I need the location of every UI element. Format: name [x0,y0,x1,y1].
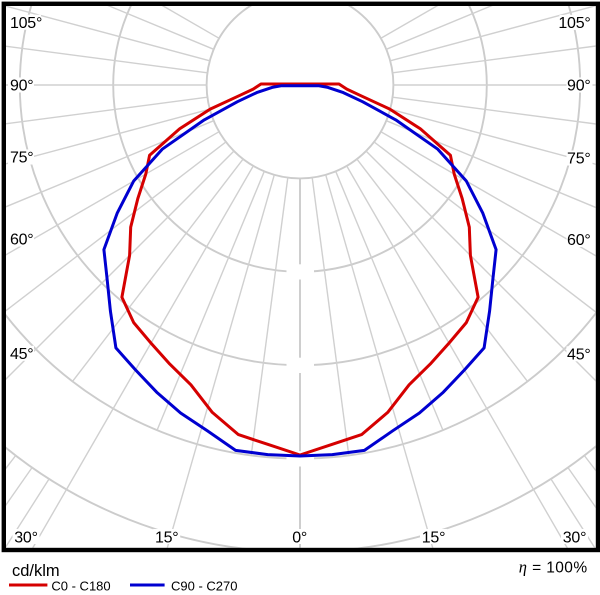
svg-text:105°: 105° [558,15,590,32]
svg-text:60°: 60° [10,232,33,249]
svg-text:105°: 105° [10,15,42,32]
svg-text:30°: 30° [14,530,37,547]
svg-text:60°: 60° [567,232,590,249]
svg-text:45°: 45° [567,347,590,364]
svg-text:30°: 30° [563,530,586,547]
svg-text:C0 - C180: C0 - C180 [51,579,110,594]
svg-text:15°: 15° [422,530,445,547]
svg-text:90°: 90° [10,78,33,95]
svg-text:75°: 75° [567,151,590,168]
svg-text:C90 - C270: C90 - C270 [171,579,237,594]
svg-text:45°: 45° [10,346,33,363]
svg-text:η = 100%: η = 100% [519,557,588,576]
svg-text:75°: 75° [10,150,33,167]
svg-text:15°: 15° [155,530,178,547]
svg-text:cd/klm: cd/klm [12,562,60,580]
svg-text:90°: 90° [567,78,590,95]
svg-text:0°: 0° [292,530,307,547]
